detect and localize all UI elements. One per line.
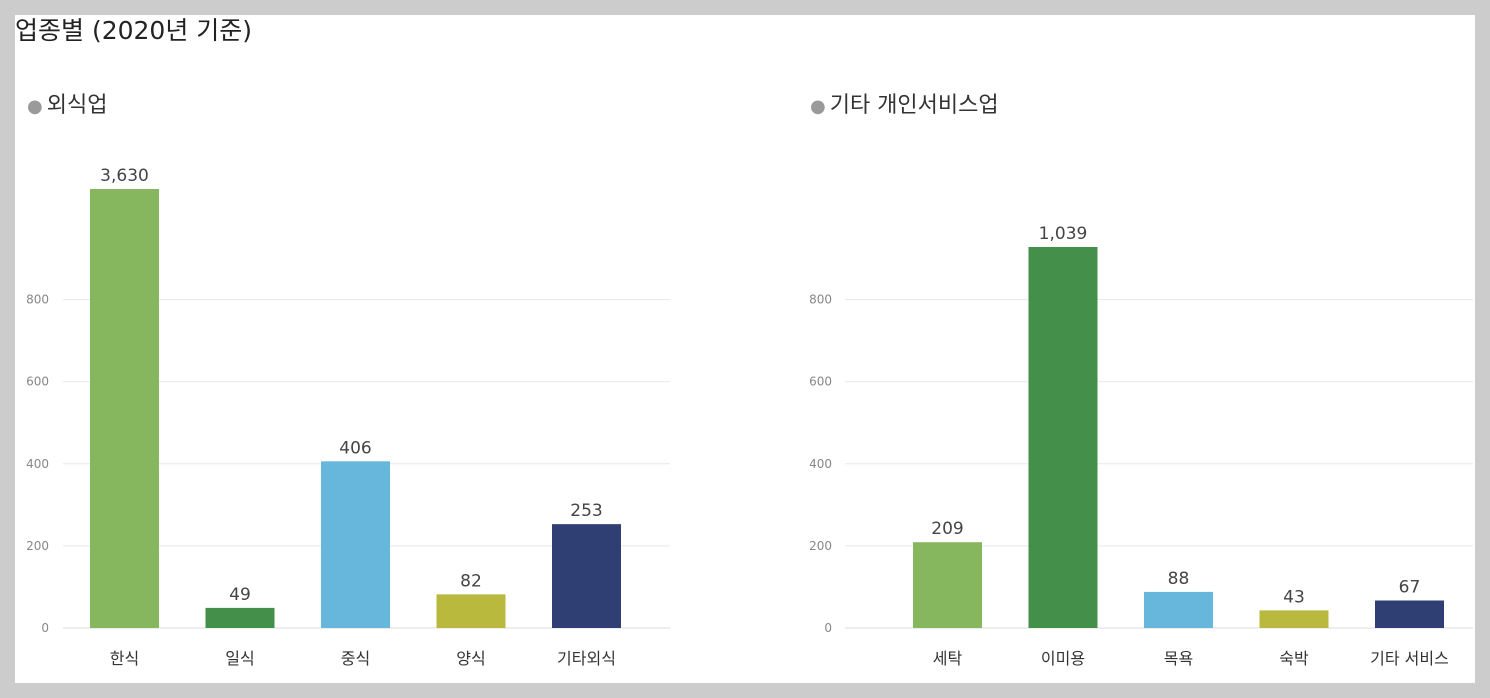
- bar-value-label: 49: [229, 585, 251, 605]
- bar: [1028, 247, 1098, 628]
- y-tick-label: 200: [26, 539, 49, 553]
- bullet-icon: ●: [27, 96, 43, 117]
- y-tick-label: 0: [41, 621, 49, 635]
- page: 업종별 (2020년 기준) ● 외식업 ● 기타 개인서비스업 0 200 400 60…: [15, 15, 1475, 683]
- bar: [321, 461, 390, 628]
- y-tick-label: 800: [26, 293, 49, 307]
- bar-value-label: 406: [339, 438, 371, 458]
- bar-value-label: 1,039: [1039, 224, 1088, 244]
- x-tick-label: 기타외식: [557, 649, 616, 668]
- bar: [90, 189, 159, 628]
- bar-value-label: 253: [570, 501, 602, 521]
- x-tick-label: 한식: [110, 649, 139, 668]
- chart-title-service: ● 기타 개인서비스업: [810, 91, 999, 122]
- x-tick-label: 중식: [341, 649, 370, 668]
- bar-value-label: 67: [1399, 577, 1421, 597]
- bar-value-label: 43: [1283, 587, 1305, 607]
- y-tick-label: 800: [809, 293, 832, 307]
- page-title: 업종별 (2020년 기준): [15, 16, 253, 45]
- y-tick-label: 200: [809, 539, 832, 553]
- bar: [913, 542, 982, 628]
- y-tick-label: 0: [824, 621, 832, 635]
- y-tick-label: 600: [809, 375, 832, 389]
- bar-value-label: 82: [460, 571, 482, 591]
- charts-canvas: 0 200 400 600 800 3,630 한식 49 일식 406 중식 82 양식 253 기타외식…: [26, 166, 1473, 668]
- chart-title-food: ● 외식업: [27, 91, 107, 122]
- bar: [1259, 610, 1329, 628]
- x-tick-label: 이미용: [1041, 649, 1085, 668]
- bar-value-label: 88: [1168, 569, 1190, 589]
- y-tick-label: 400: [809, 457, 832, 471]
- x-tick-label: 기타 서비스: [1370, 649, 1449, 668]
- chart-title-food-text: 외식업: [46, 93, 108, 118]
- bullet-icon: ●: [810, 96, 826, 117]
- x-tick-label: 목욕: [1164, 649, 1193, 668]
- bar: [1375, 600, 1444, 628]
- bar-value-label: 209: [931, 519, 963, 539]
- x-tick-label: 양식: [456, 649, 485, 668]
- bar: [436, 594, 506, 628]
- bar: [552, 524, 621, 628]
- x-tick-label: 세탁: [933, 649, 963, 668]
- bar: [205, 607, 275, 628]
- y-tick-label: 400: [26, 457, 49, 471]
- chart-title-service-text: 기타 개인서비스업: [829, 93, 999, 118]
- x-tick-label: 일식: [225, 649, 254, 668]
- bar-value-label: 3,630: [100, 166, 149, 186]
- bar: [1144, 591, 1213, 628]
- y-tick-label: 600: [26, 375, 49, 389]
- x-tick-label: 숙박: [1279, 649, 1309, 668]
